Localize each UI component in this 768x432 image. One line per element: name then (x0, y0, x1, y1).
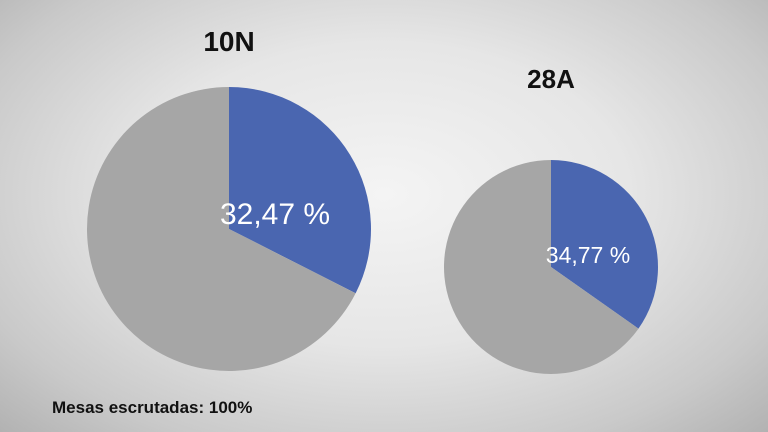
pie-1-slice-0 (551, 160, 658, 329)
pie-0-data-label: 32,47 % (220, 198, 330, 231)
pie-1-slice-1 (443, 160, 639, 375)
footnote-mesas-escrutadas: Mesas escrutadas: 100% (52, 398, 253, 417)
pie-title-10n: 10N (203, 26, 255, 57)
pie-title-28a: 28A (527, 64, 575, 94)
pie-0-slice-1 (86, 87, 356, 372)
pie-0: 32,47 % (86, 87, 371, 372)
pie-0-slice-0 (229, 87, 371, 294)
pie-1-data-label: 34,77 % (546, 242, 630, 268)
pie-1: 34,77 % (443, 160, 658, 375)
